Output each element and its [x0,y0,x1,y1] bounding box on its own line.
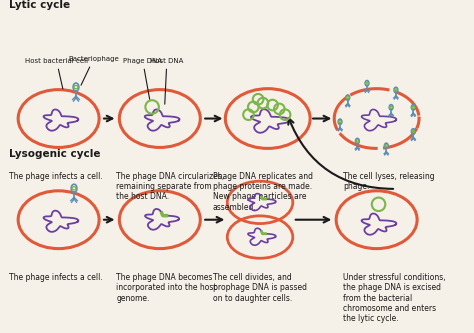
Text: The cell divides, and
prophage DNA is passed
on to daughter cells.: The cell divides, and prophage DNA is pa… [213,273,307,302]
Text: The phage DNA becomes
incorporated into the host
genome.: The phage DNA becomes incorporated into … [117,273,217,302]
Text: Under stressful conditions,
the phage DNA is excised
from the bacterial
chromoso: Under stressful conditions, the phage DN… [343,273,446,323]
Text: The phage DNA circularizes,
remaining separate from
the host DNA.: The phage DNA circularizes, remaining se… [117,171,225,201]
Text: Phage DNA replicates and
phage proteins are made.
New phage particles are
assemb: Phage DNA replicates and phage proteins … [213,171,313,212]
Text: The phage infects a cell.: The phage infects a cell. [9,171,102,180]
Text: Host bacterial cell: Host bacterial cell [25,58,88,89]
Text: The cell lyses, releasing
phage.: The cell lyses, releasing phage. [343,171,435,191]
Text: Host DNA: Host DNA [150,58,183,104]
Text: Lysogenic cycle: Lysogenic cycle [9,150,100,160]
Text: Lytic cycle: Lytic cycle [9,0,70,10]
Text: Bacteriophage: Bacteriophage [68,56,119,85]
Text: Phage DNA: Phage DNA [123,58,162,100]
Text: The phage infects a cell.: The phage infects a cell. [9,273,102,282]
